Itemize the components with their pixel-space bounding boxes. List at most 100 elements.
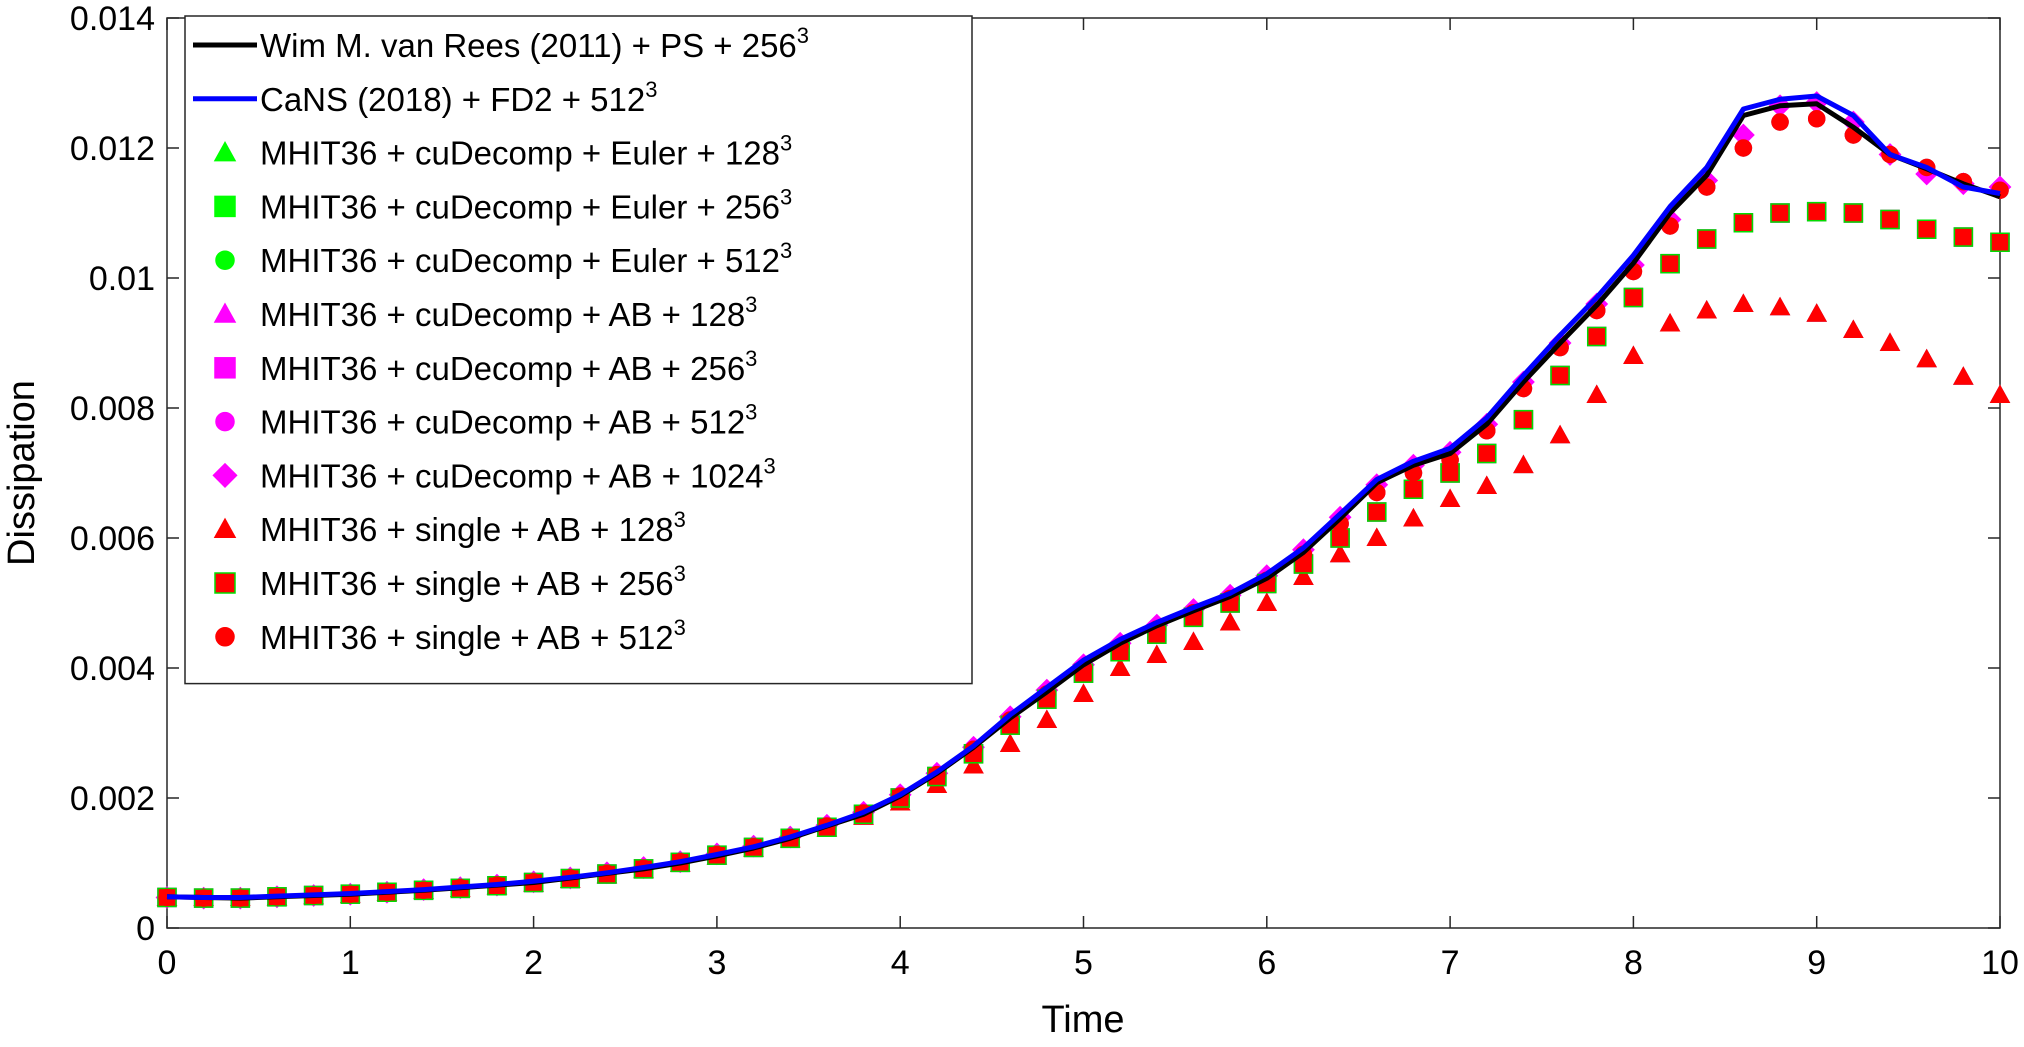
data-point <box>1549 424 1571 444</box>
data-point <box>1843 319 1864 338</box>
data-point <box>1879 332 1901 351</box>
data-point <box>1806 201 1827 222</box>
x-tick-label: 8 <box>1624 944 1643 982</box>
legend-label-exponent: 3 <box>780 131 792 156</box>
y-tick-label: 0 <box>136 910 155 948</box>
legend-label-exponent: 3 <box>797 23 809 48</box>
data-point <box>1146 644 1168 663</box>
legend-label-exponent: 3 <box>780 238 792 263</box>
legend-label-exponent: 3 <box>745 346 757 371</box>
legend-label: MHIT36 + single + AB + 5123 <box>260 615 686 656</box>
data-point <box>1660 253 1680 274</box>
legend-marker-swatch <box>214 572 236 594</box>
data-point <box>1367 502 1387 522</box>
data-point <box>1256 592 1278 611</box>
legend-label: MHIT36 + cuDecomp + Euler + 5123 <box>260 238 792 279</box>
legend-marker-swatch <box>213 141 237 162</box>
y-tick-label: 0.012 <box>70 130 155 168</box>
data-point <box>1990 232 2010 252</box>
legend-label-exponent: 3 <box>645 77 657 102</box>
legend-marker-swatch <box>212 462 238 488</box>
legend-label-exponent: 3 <box>674 615 686 640</box>
data-point <box>1439 488 1461 507</box>
data-point <box>1953 227 1974 247</box>
legend-label-exponent: 3 <box>674 561 686 586</box>
legend-label-exponent: 3 <box>780 184 792 209</box>
data-point <box>1916 219 1937 239</box>
legend-label-text: MHIT36 + single + AB + 128 <box>260 511 674 548</box>
legend-label: Wim M. van Rees (2011) + PS + 2563 <box>260 23 809 64</box>
x-tick-label: 10 <box>1981 944 2019 982</box>
data-point <box>1476 475 1498 494</box>
tick-layer: 0 1 2 3 4 5 6 7 8 9 10 0 0.002 0.004 0.006 0.008 0.01 0.0… <box>70 0 2019 982</box>
legend: Wim M. van Rees (2011) + PS + 2563 CaNS (… <box>184 15 973 685</box>
data-point <box>1623 345 1644 364</box>
y-tick-label: 0.002 <box>70 780 155 818</box>
legend-label-text: MHIT36 + cuDecomp + AB + 256 <box>260 350 745 387</box>
data-point <box>1769 296 1791 316</box>
data-point <box>1733 213 1754 233</box>
y-tick-label: 0.008 <box>70 390 155 428</box>
data-point <box>1916 348 1937 368</box>
data-point <box>1293 566 1314 585</box>
legend-label: MHIT36 + cuDecomp + AB + 1283 <box>260 292 757 333</box>
legend-label: CaNS (2018) + FD2 + 5123 <box>260 77 657 118</box>
legend-label: MHIT36 + single + AB + 1283 <box>260 507 686 548</box>
y-axis-label: Dissipation <box>1 380 43 566</box>
data-point <box>1953 366 1974 385</box>
data-point <box>1366 527 1388 546</box>
data-point <box>1843 203 1864 223</box>
x-tick-label: 5 <box>1074 944 1093 982</box>
legend-marker-swatch <box>215 627 235 647</box>
legend-label: MHIT36 + cuDecomp + AB + 5123 <box>260 400 757 441</box>
data-point <box>1183 631 1204 650</box>
legend-label-exponent: 3 <box>764 453 776 478</box>
legend-label-text: MHIT36 + cuDecomp + Euler + 256 <box>260 188 780 225</box>
data-point <box>1696 299 1717 319</box>
y-tick-label: 0.014 <box>70 0 155 38</box>
data-point <box>1806 303 1827 322</box>
data-point <box>1329 543 1351 563</box>
data-point <box>1586 384 1608 403</box>
data-point <box>1073 683 1094 702</box>
series-line <box>166 93 2001 900</box>
data-point <box>963 754 984 774</box>
legend-marker-swatch <box>214 357 236 379</box>
y-tick-label: 0.006 <box>70 520 155 558</box>
data-point <box>1807 110 1826 128</box>
series-layer <box>155 91 2012 910</box>
data-point <box>1109 657 1131 676</box>
x-tick-label: 6 <box>1257 944 1276 982</box>
legend-label-exponent: 3 <box>745 400 757 425</box>
data-point <box>1586 326 1607 347</box>
y-tick-label: 0.01 <box>89 260 155 298</box>
legend-label-text: MHIT36 + cuDecomp + AB + 512 <box>260 404 745 441</box>
legend-label: MHIT36 + cuDecomp + AB + 2563 <box>260 346 757 387</box>
legend-label-text: MHIT36 + cuDecomp + AB + 128 <box>260 296 745 333</box>
data-point <box>1219 611 1241 631</box>
legend-marker-swatch <box>213 302 237 323</box>
x-tick-label: 2 <box>524 944 543 982</box>
data-point <box>1734 139 1753 157</box>
legend-label: MHIT36 + cuDecomp + Euler + 2563 <box>260 184 792 225</box>
legend-label: MHIT36 + cuDecomp + AB + 10243 <box>260 453 776 494</box>
data-point <box>1771 113 1789 131</box>
y-tick-label: 0.004 <box>70 650 155 688</box>
data-point <box>1880 209 1900 230</box>
legend-label-text: MHIT36 + single + AB + 512 <box>260 619 674 656</box>
data-point <box>1513 454 1534 474</box>
data-point <box>1623 287 1644 308</box>
data-point <box>1403 479 1424 499</box>
legend-label: MHIT36 + cuDecomp + Euler + 1283 <box>260 131 792 172</box>
legend-label-text: CaNS (2018) + FD2 + 512 <box>260 81 645 118</box>
legend-marker-swatch <box>215 250 235 270</box>
data-point <box>1770 203 1790 223</box>
legend-marker-swatch <box>215 411 235 432</box>
legend-label-text: MHIT36 + single + AB + 256 <box>260 565 674 602</box>
legend-marker-swatch <box>214 195 236 218</box>
x-tick-label: 3 <box>707 944 726 982</box>
data-point <box>1659 312 1681 332</box>
x-tick-label: 9 <box>1807 944 1826 982</box>
